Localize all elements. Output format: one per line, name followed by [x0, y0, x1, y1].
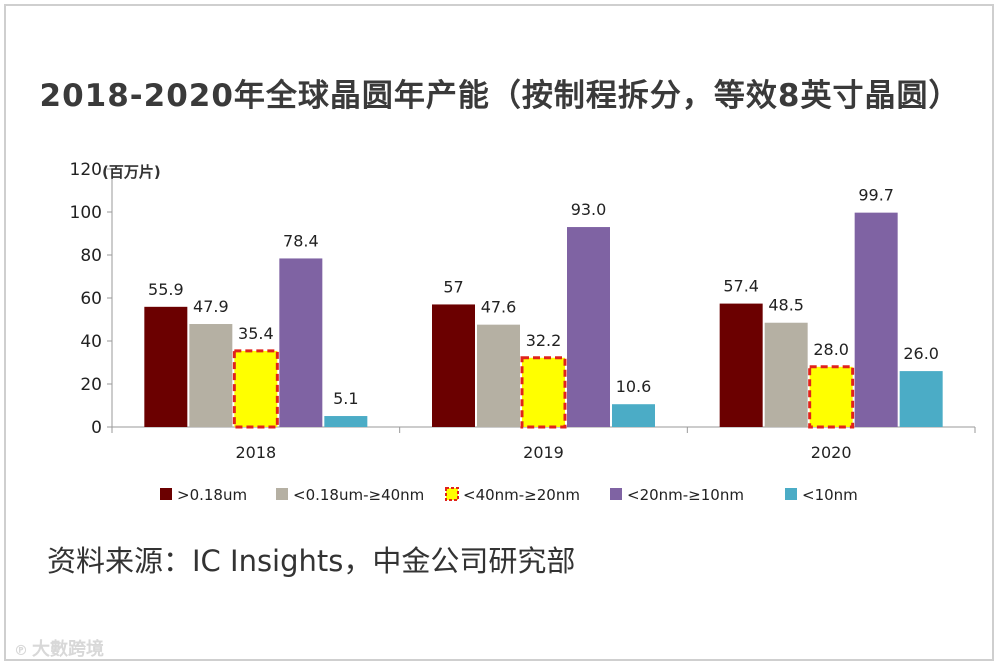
watermark-text: 大數跨境 — [32, 639, 104, 660]
data-label: 26.0 — [903, 344, 939, 363]
bar-2018-2 — [232, 349, 279, 429]
bar-2020-3 — [854, 212, 898, 427]
y-tick-label: 80 — [80, 246, 102, 266]
data-label: 47.6 — [481, 298, 517, 317]
data-label: 78.4 — [283, 231, 319, 250]
data-label: 55.9 — [148, 280, 184, 299]
x-tick-label: 2019 — [523, 443, 564, 462]
data-label: 28.0 — [813, 340, 849, 359]
legend-entry: <10nm — [802, 486, 858, 504]
bar-2020-1 — [764, 322, 808, 427]
y-tick-label: 120 — [70, 160, 102, 180]
legend-swatch — [160, 488, 172, 500]
bar-2019-4 — [612, 404, 655, 427]
y-tick-label: 100 — [70, 203, 102, 223]
data-label: 99.7 — [858, 186, 894, 205]
data-label: 47.9 — [193, 297, 229, 316]
data-label: 48.5 — [768, 296, 804, 315]
bar-2018-3 — [279, 258, 323, 427]
legend-entry: <0.18um-≥40nm — [293, 486, 424, 504]
legend-swatch — [276, 488, 288, 500]
legend-entry: >0.18um — [177, 486, 247, 504]
y-unit-label: (百万片) — [102, 163, 161, 181]
watermark-logo-icon: ℗ — [14, 643, 28, 659]
bar-2018-1 — [189, 324, 233, 427]
y-tick-label: 40 — [80, 332, 102, 352]
bar-2020-2 — [808, 365, 855, 429]
data-label: 32.2 — [526, 331, 562, 350]
y-tick-label: 60 — [80, 289, 102, 309]
y-tick-label: 20 — [80, 375, 102, 395]
data-label: 5.1 — [333, 389, 358, 408]
source-note: 资料来源：IC Insights，中金公司研究部 — [47, 544, 576, 578]
bar-2019-0 — [432, 304, 475, 427]
bar-2020-0 — [719, 303, 763, 427]
legend-entry: <20nm-≥10nm — [627, 486, 744, 504]
data-label: 57 — [443, 277, 463, 296]
bar-2019-3 — [567, 227, 610, 427]
legend-swatch — [445, 487, 459, 501]
bar-2018-0 — [144, 306, 188, 427]
data-label: 93.0 — [571, 200, 607, 219]
legend-swatch — [610, 488, 622, 500]
watermark: ℗ 大數跨境 — [14, 635, 104, 661]
legend-swatch — [785, 488, 797, 500]
y-tick-label: 0 — [91, 418, 102, 438]
x-tick-label: 2020 — [811, 443, 852, 462]
legend-entry: <40nm-≥20nm — [463, 486, 580, 504]
chart-title: 2018-2020年全球晶圆年产能（按制程拆分，等效8英寸晶圆） — [39, 78, 961, 114]
x-tick-label: 2018 — [235, 443, 276, 462]
bar-2019-1 — [477, 324, 520, 427]
bar-2018-4 — [324, 416, 368, 427]
data-label: 10.6 — [616, 377, 652, 396]
data-label: 35.4 — [238, 324, 274, 343]
data-label: 57.4 — [723, 277, 759, 296]
bar-2020-4 — [899, 371, 943, 427]
bar-2019-2 — [520, 356, 567, 429]
